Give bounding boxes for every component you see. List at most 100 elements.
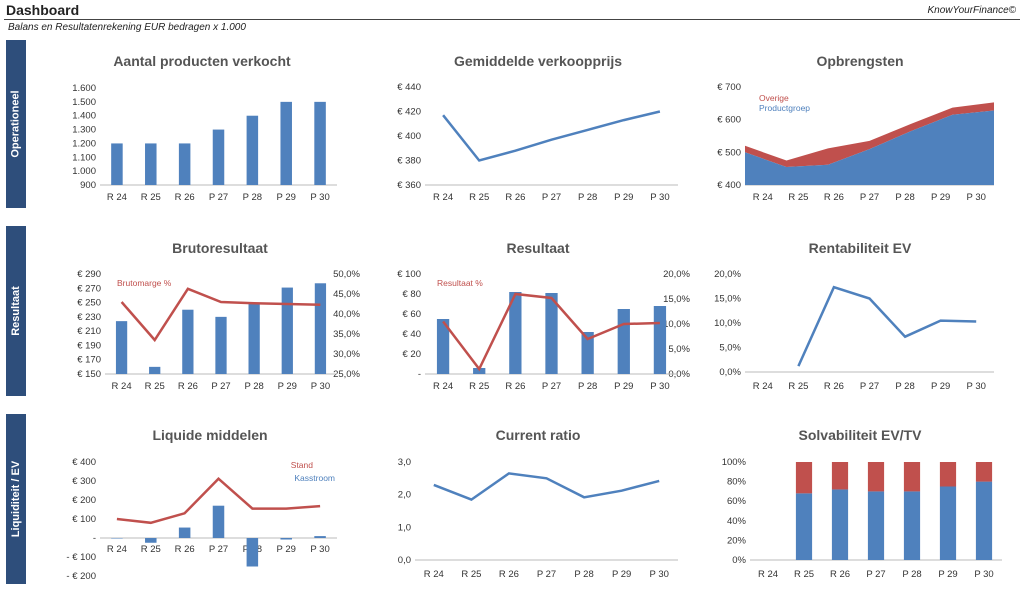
current-ytick: 2,0 [398, 490, 411, 501]
rentev-line [797, 285, 977, 367]
prijs-xtick: P 28 [578, 192, 597, 203]
opbr-ytick: € 500 [717, 147, 741, 158]
rentev-ytick: 0,0% [719, 367, 741, 378]
prijs-ytick: € 420 [397, 107, 421, 118]
aantal-xtick: P 27 [209, 192, 228, 203]
rentev-title: Rentabiliteit EV [809, 240, 912, 256]
solv-xtick: R 24 [758, 569, 778, 580]
solv-bar-ev [975, 481, 993, 560]
bruto-xtick: R 26 [178, 381, 198, 392]
liquide-ytick: - € 200 [66, 571, 96, 582]
prijs-ytick: € 440 [397, 82, 421, 93]
aantal-bar [178, 143, 191, 185]
aantal-xtick: P 29 [277, 192, 296, 203]
opbr-xtick: P 29 [931, 192, 950, 203]
bruto-ytick-right: 30,0% [333, 349, 360, 360]
section-operationeel: Operationeel [6, 40, 26, 208]
bruto-ytick: € 230 [77, 312, 101, 323]
bruto-xtick: R 24 [112, 381, 132, 392]
aantal-ytick: 1.500 [72, 97, 96, 108]
aantal-ytick: 900 [80, 180, 96, 191]
aantal-bar [212, 129, 225, 185]
rentev-xtick: P 27 [860, 381, 879, 392]
current-xtick: P 29 [612, 569, 631, 580]
aantal-xtick: R 25 [141, 192, 161, 203]
dashboard-title: Dashboard [6, 2, 80, 18]
section-liquiditeit: Liquiditeit / EV [6, 414, 26, 584]
current-ytick: 0,0 [398, 555, 411, 566]
solv-bar-ev [795, 493, 813, 560]
resultaat-bar [436, 319, 450, 374]
aantal-bar [280, 101, 292, 185]
aantal-bar [246, 115, 259, 185]
header-divider [4, 19, 1020, 20]
resultaat-ytick: - [418, 369, 421, 380]
bruto-bar [281, 287, 293, 374]
aantal-ytick: 1.100 [72, 152, 96, 163]
prijs-xtick: P 30 [650, 192, 669, 203]
opbr-title: Opbrengsten [816, 53, 903, 69]
solv-ytick: 20% [727, 535, 747, 546]
solv-bar-ev [867, 491, 885, 560]
prijs-xtick: R 24 [433, 192, 453, 203]
resultaat-ytick: € 20 [403, 349, 422, 360]
section-resultaat: Resultaat [6, 226, 26, 396]
bruto-ytick-right: 50,0% [333, 269, 360, 280]
solv-xtick: R 25 [794, 569, 814, 580]
prijs-xtick: P 27 [542, 192, 561, 203]
resultaat-bar [545, 293, 558, 374]
liquide-ytick: € 200 [72, 495, 96, 506]
current-xtick: P 28 [574, 569, 593, 580]
solv-bar-vv [795, 462, 813, 494]
liquide-title: Liquide middelen [152, 427, 267, 443]
solv-ytick: 0% [732, 555, 746, 566]
solv-xtick: R 26 [830, 569, 850, 580]
brand-label: KnowYourFinance© [927, 5, 1016, 16]
resultaat-bar [509, 292, 522, 374]
bruto-legend-line: Brutomarge % [117, 278, 172, 288]
resultaat-xtick: P 29 [614, 381, 633, 392]
liquide-ytick: € 100 [72, 514, 96, 525]
prijs-xtick: R 25 [469, 192, 489, 203]
bruto-bar [314, 283, 327, 374]
current-xtick: P 27 [537, 569, 556, 580]
bruto-xtick: P 27 [211, 381, 230, 392]
rentev-ytick: 5,0% [719, 343, 741, 354]
rentev-xtick: P 28 [895, 381, 914, 392]
liquide-xtick: P 27 [209, 544, 228, 555]
dashboard-subtitle: Balans en Resultatenrekening EUR bedrage… [8, 22, 246, 33]
resultaat-ytick-right: 0,0% [668, 369, 690, 380]
aantal-ytick: 1.200 [72, 138, 96, 149]
liquide-ytick: - € 100 [66, 552, 96, 563]
resultaat-line-pct [442, 292, 660, 372]
bruto-ytick-right: 40,0% [333, 309, 360, 320]
opbr-area-overige [745, 102, 994, 167]
bruto-bar [115, 321, 128, 374]
bruto-ytick-right: 45,0% [333, 289, 360, 300]
rentev-xtick: R 26 [824, 381, 844, 392]
liquide-bar [145, 538, 157, 543]
solv-bar-vv [975, 462, 993, 482]
aantal-ytick: 1.000 [72, 166, 96, 177]
solv-xtick: P 28 [902, 569, 921, 580]
liquide-bar [178, 527, 191, 538]
opbr-legend-overige: Overige [759, 93, 789, 103]
bruto-line-pct [120, 287, 321, 343]
opbr-xtick: P 27 [860, 192, 879, 203]
resultaat-ytick: € 80 [403, 289, 422, 300]
liquide-xtick: R 25 [141, 544, 161, 555]
solv-bar-ev [831, 489, 849, 560]
resultaat-xtick: R 24 [433, 381, 453, 392]
opbr-area-productgroep [745, 110, 994, 185]
resultaat-ytick-right: 15,0% [663, 294, 690, 305]
current-xtick: R 26 [499, 569, 519, 580]
prijs-ytick: € 360 [397, 180, 421, 191]
bruto-ytick: € 150 [77, 369, 101, 380]
solv-xtick: P 29 [938, 569, 957, 580]
bruto-xtick: P 30 [311, 381, 330, 392]
opbr-ytick: € 600 [717, 115, 741, 126]
bruto-ytick: € 210 [77, 326, 101, 337]
bruto-bar [182, 309, 194, 374]
current-xtick: R 24 [424, 569, 444, 580]
opbr-xtick: P 28 [895, 192, 914, 203]
